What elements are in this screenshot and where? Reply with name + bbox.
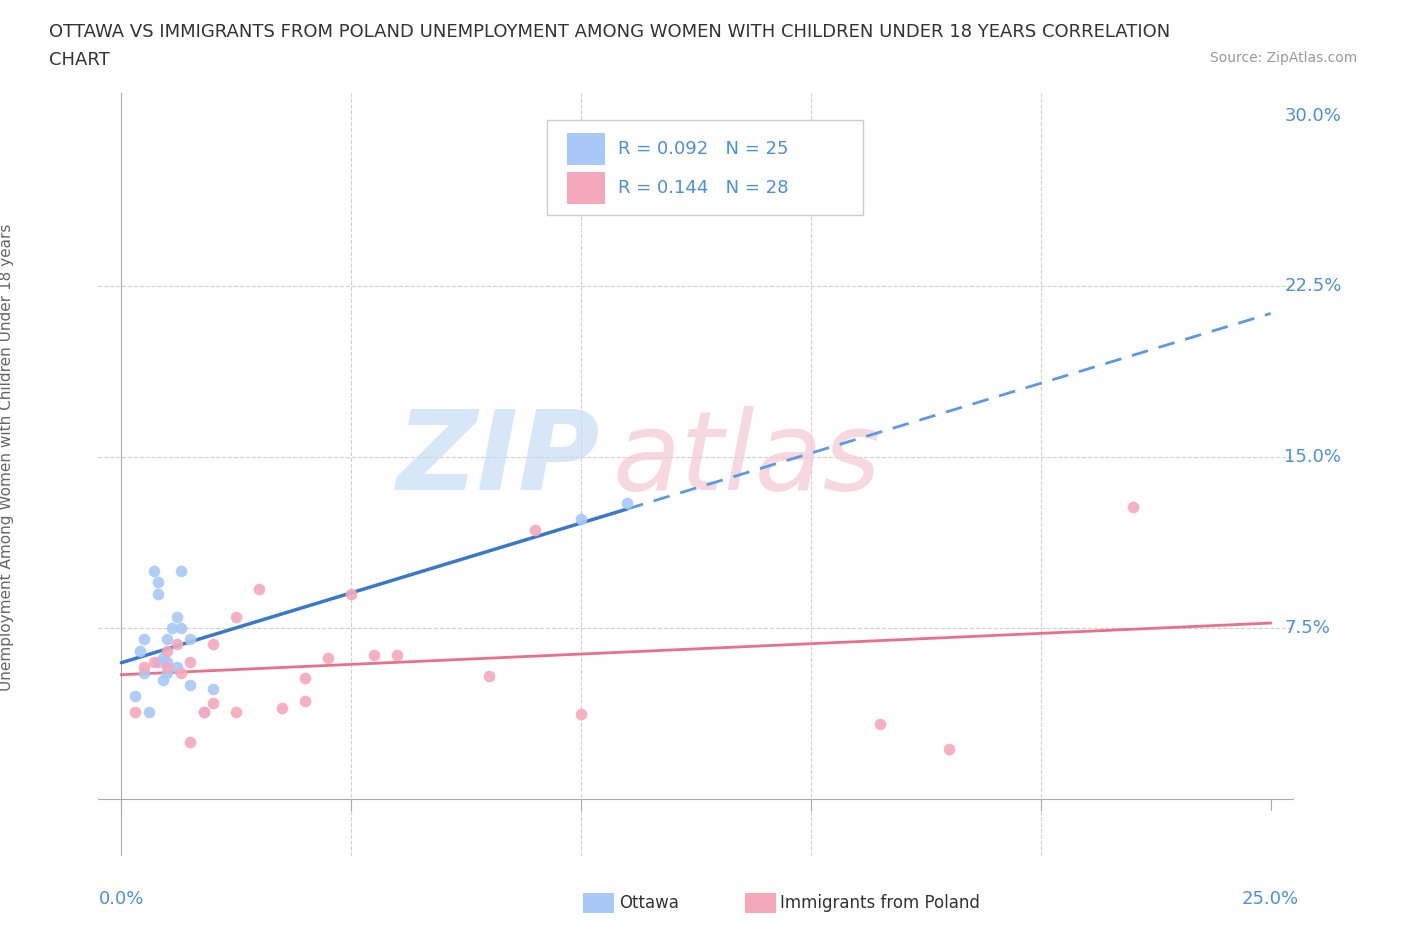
Point bbox=[124, 689, 146, 704]
Point bbox=[152, 650, 174, 665]
Text: R = 0.092   N = 25: R = 0.092 N = 25 bbox=[619, 140, 789, 158]
Point bbox=[202, 696, 225, 711]
Point bbox=[294, 694, 316, 709]
Point bbox=[156, 655, 179, 670]
Point bbox=[202, 682, 225, 697]
Point bbox=[134, 659, 156, 674]
Bar bbox=[567, 133, 605, 166]
Point bbox=[363, 648, 385, 663]
Text: R = 0.144   N = 28: R = 0.144 N = 28 bbox=[619, 179, 789, 196]
Point bbox=[316, 650, 339, 665]
Point bbox=[152, 673, 174, 688]
Point bbox=[569, 512, 592, 526]
Point bbox=[225, 705, 247, 720]
Text: 15.0%: 15.0% bbox=[1284, 448, 1341, 466]
Text: CHART: CHART bbox=[49, 51, 110, 69]
Point bbox=[148, 587, 170, 602]
Point bbox=[156, 659, 179, 674]
Point bbox=[869, 716, 891, 731]
Bar bbox=[567, 171, 605, 204]
Point bbox=[294, 671, 316, 685]
Point bbox=[128, 644, 150, 658]
Point bbox=[271, 700, 294, 715]
Point bbox=[478, 669, 501, 684]
Point bbox=[148, 655, 170, 670]
Point bbox=[170, 564, 193, 578]
Point bbox=[170, 666, 193, 681]
Point bbox=[385, 648, 409, 663]
Point bbox=[156, 644, 179, 658]
Point bbox=[179, 655, 201, 670]
Point bbox=[179, 631, 201, 646]
Text: 30.0%: 30.0% bbox=[1284, 107, 1341, 125]
Point bbox=[166, 609, 188, 624]
Text: Source: ZipAtlas.com: Source: ZipAtlas.com bbox=[1209, 51, 1357, 65]
Point bbox=[134, 666, 156, 681]
Point bbox=[156, 666, 179, 681]
Point bbox=[938, 741, 960, 756]
Point bbox=[148, 575, 170, 590]
Point bbox=[166, 659, 188, 674]
Point bbox=[124, 705, 146, 720]
Text: Unemployment Among Women with Children Under 18 years: Unemployment Among Women with Children U… bbox=[0, 223, 14, 691]
Point bbox=[142, 655, 165, 670]
Point bbox=[179, 735, 201, 750]
Text: Ottawa: Ottawa bbox=[619, 894, 679, 912]
Point bbox=[616, 496, 638, 511]
Point bbox=[138, 705, 160, 720]
Point bbox=[160, 620, 183, 635]
Point bbox=[170, 620, 193, 635]
Point bbox=[166, 636, 188, 651]
FancyBboxPatch shape bbox=[547, 120, 863, 215]
Text: OTTAWA VS IMMIGRANTS FROM POLAND UNEMPLOYMENT AMONG WOMEN WITH CHILDREN UNDER 18: OTTAWA VS IMMIGRANTS FROM POLAND UNEMPLO… bbox=[49, 23, 1170, 41]
Point bbox=[225, 609, 247, 624]
Text: 25.0%: 25.0% bbox=[1241, 890, 1299, 908]
Point bbox=[569, 707, 592, 722]
Point bbox=[202, 636, 225, 651]
Point bbox=[179, 677, 201, 692]
Point bbox=[134, 631, 156, 646]
Point bbox=[524, 523, 547, 538]
Point bbox=[142, 564, 165, 578]
Point bbox=[193, 705, 215, 720]
Text: atlas: atlas bbox=[613, 405, 882, 512]
Text: ZIP: ZIP bbox=[396, 405, 600, 512]
Point bbox=[1122, 499, 1144, 514]
Point bbox=[193, 705, 215, 720]
Point bbox=[156, 631, 179, 646]
Text: 0.0%: 0.0% bbox=[98, 890, 143, 908]
Text: 7.5%: 7.5% bbox=[1284, 619, 1330, 637]
Point bbox=[247, 582, 270, 597]
Point bbox=[340, 587, 363, 602]
Text: Immigrants from Poland: Immigrants from Poland bbox=[780, 894, 980, 912]
Text: 22.5%: 22.5% bbox=[1284, 277, 1341, 296]
